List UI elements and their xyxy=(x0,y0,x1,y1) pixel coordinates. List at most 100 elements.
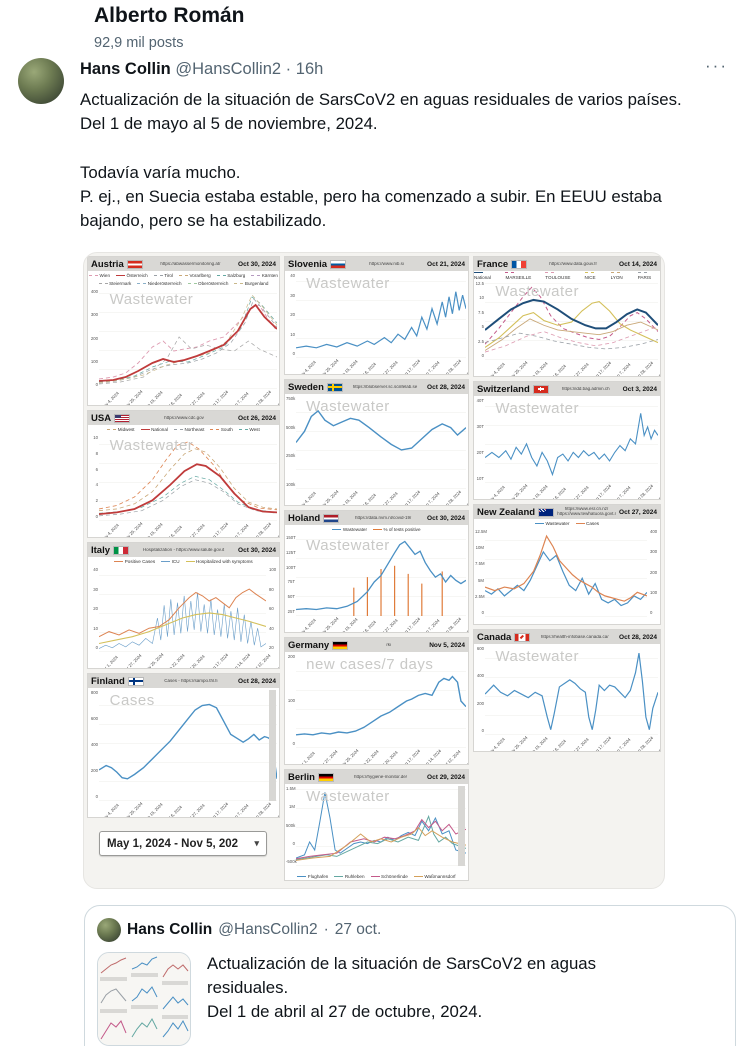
panel-country-label: Canada xyxy=(477,631,512,643)
tweet-image-chart-montage[interactable]: Austria https://abwassermonitoring.at/Oct… xyxy=(83,252,665,889)
image-col-3: France https://www.data.gouv.fr Oct 14, 20… xyxy=(473,256,661,885)
panel-header: Austria https://abwassermonitoring.at/Oct… xyxy=(88,257,279,271)
y-axis-labels: 600 400 200 0 xyxy=(476,646,484,733)
panel-legend: Positive Cases ICU Hospitalized with sympt… xyxy=(88,557,279,565)
watermark-label: Wastewater xyxy=(306,787,390,805)
author-name[interactable]: Hans Collin xyxy=(80,60,171,78)
quoted-tweet-thumbnail[interactable] xyxy=(97,952,191,1046)
quoted-tweet-date: 27 oct. xyxy=(334,921,382,938)
panel-date-label: Oct 30, 2024 xyxy=(238,260,276,268)
date-range-label: May 1, 2024 - Nov 5, 202 xyxy=(107,837,239,850)
panel-date-label: Oct 21, 2024 xyxy=(427,260,465,268)
watermark-label: Wastewater xyxy=(109,436,194,454)
watermark-label: Wastewater xyxy=(495,647,580,665)
panel-header: Switzerland https://idd.bag.admin.ch Oct 3… xyxy=(474,382,660,396)
chart-panel-austria: Austria https://abwassermonitoring.at/Oct… xyxy=(87,256,280,406)
chart-panel-new-zealand: New Zealand https://www.esr.cri.nz/https:… xyxy=(473,504,661,625)
y-axis-labels: 400 300 200 100 0 xyxy=(90,289,98,387)
chart-area: Cases xyxy=(99,690,277,801)
avatar[interactable] xyxy=(18,58,64,104)
chart-panel-italy: Italy Hospitalization - https://www.salut… xyxy=(87,542,280,669)
flag-sweden-icon xyxy=(326,382,343,392)
watermark-label: Wastewater xyxy=(306,536,390,554)
panel-source-url: https://idd.bag.admin.ch xyxy=(561,386,610,391)
panel-date-label: Oct 30, 2024 xyxy=(238,546,276,554)
panel-header: USA https://www.cdc.gov Oct 26, 2024 xyxy=(88,411,279,425)
tweet-header: Hans Collin @HansCollin2 · 16h xyxy=(80,60,323,79)
watermark-label: Wastewater xyxy=(306,397,390,415)
x-axis-labels: May 4, 2024 May 25, 2024 Jun 15, 2024 Jul 6… xyxy=(100,521,279,537)
panel-header: Finland Cases - https://sampo.thl.fi Oct 2… xyxy=(88,674,279,688)
panel-country-label: Berlin xyxy=(287,771,315,783)
quoted-avatar[interactable] xyxy=(97,918,121,942)
y-axis-labels: 10 8 6 4 2 0 xyxy=(93,435,98,519)
chart-area: Wastewater xyxy=(295,786,466,866)
panel-source-url: https://www.nib.si xyxy=(369,261,404,266)
x-axis-labels: May 4, 2024 May 25, 2024 Jun 15, 2024 Jul 6… xyxy=(296,616,468,632)
panel-date-label: Oct 28, 2024 xyxy=(619,633,657,641)
panel-country-label: Finland xyxy=(91,675,125,687)
chart-panel-switzerland: Switzerland https://idd.bag.admin.ch Oct 3… xyxy=(473,381,661,500)
chart-area: Wastewater xyxy=(99,435,277,521)
panel-country-label: France xyxy=(477,258,509,270)
panel-legend: Wastewater Cases xyxy=(474,519,660,527)
x-axis-labels: May 4, 2024 May 25, 2024 Jun 15, 2024 Jul 6… xyxy=(486,360,660,376)
flag-slovenia-icon xyxy=(330,259,347,269)
x-axis-labels: May 4, 2024 May 25, 2024 Jun 15, 2024 Jul 6… xyxy=(100,801,279,817)
y-axis-labels: 150T 125T 100T 75T 50T 25T xyxy=(285,535,296,614)
panel-country-label: Italy xyxy=(91,544,111,556)
quoted-tweet-header: Hans Collin @HansCollin2 · 27 oct. xyxy=(97,918,723,942)
chart-area: Wastewater xyxy=(99,289,277,389)
quoted-tweet[interactable]: Hans Collin @HansCollin2 · 27 oct. xyxy=(84,905,736,1046)
y-axis-labels: 12.5M 10M 7.5M 5M 2.5M 0 xyxy=(475,529,487,615)
panel-header: Holand https://data.rivm.nl/covid-19/Oct … xyxy=(284,511,468,525)
chart-panel-canada: Canada https://health-infobase.canada.ca/… xyxy=(473,629,661,752)
flag-usa-icon xyxy=(114,413,131,423)
y-axis-labels: 200 100 0 xyxy=(287,654,295,746)
panel-header: Berlin https://hygiene-monitor.de/Oct 29,… xyxy=(284,770,468,784)
panel-legend: Midwest National Northeast South West xyxy=(88,425,279,433)
x-axis-labels: Apr 1, 2024 Apr 27, 2024 May 25, 2024 Jun 2… xyxy=(296,748,468,764)
page-title: Alberto Román xyxy=(94,4,245,27)
panel-source-url: https://abwassermonitoring.at/ xyxy=(160,261,221,266)
panel-header: New Zealand https://www.esr.cri.nz/https:… xyxy=(474,505,660,519)
chart-panel-sweden: Sweden https://blobserver.sc.scilifelab.s… xyxy=(283,379,469,506)
x-axis-labels: May 4, 2024 May 25, 2024 Jun 15, 2024 Jul 6… xyxy=(100,389,279,405)
watermark-label: Wastewater xyxy=(306,274,390,292)
panel-country-label: Sweden xyxy=(287,381,324,393)
panel-date-label: Oct 14, 2024 xyxy=(619,260,657,268)
panel-legend: Wastewater% of tests positive xyxy=(285,525,468,533)
x-axis-labels: Apr 1, 2024 Apr 27, 2024 May 25, 2024 Jun 2… xyxy=(100,652,279,668)
chart-area: Wastewater xyxy=(485,646,658,735)
panel-date-label: Nov 5, 2024 xyxy=(429,641,465,649)
tweet-paragraph: Actualización de la situación de SarsCoV… xyxy=(80,90,682,133)
chart-panel-usa: USA https://www.cdc.gov Oct 26, 2024 Midwes… xyxy=(87,410,280,538)
panel-source-url: https://health-infobase.canada.ca/ xyxy=(540,634,609,639)
panel-country-label: Slovenia xyxy=(287,258,328,270)
tweet-paragraph: Todavía varía mucho. xyxy=(80,163,241,182)
flag-berlin-icon xyxy=(317,772,334,782)
panel-header: Italy Hospitalization - https://www.salut… xyxy=(88,543,279,557)
x-axis-labels: May 1May 27Jun 22Jul 18Aug 13Sep 8Oct 4O… xyxy=(285,866,468,873)
panel-source-url: rki xyxy=(386,642,392,647)
panel-country-label: Germany xyxy=(287,639,330,651)
more-options-icon[interactable]: ··· xyxy=(705,56,728,75)
panel-date-label: Oct 30, 2024 xyxy=(427,514,465,522)
panel-source-url: https://data.rivm.nl/covid-19/ xyxy=(354,515,412,520)
quoted-author-handle[interactable]: @HansCollin2 xyxy=(218,921,318,938)
quoted-author-name[interactable]: Hans Collin xyxy=(127,921,213,938)
chart-area xyxy=(99,567,266,652)
date-range-dropdown[interactable]: May 1, 2024 - Nov 5, 202 ▾ xyxy=(99,831,267,856)
panel-date-label: Oct 27, 2024 xyxy=(619,508,657,516)
author-handle[interactable]: @HansCollin2 xyxy=(175,60,282,78)
y-axis-labels-right: 100 80 60 40 20 xyxy=(268,567,277,650)
panel-header: France https://www.data.gouv.fr Oct 14, 20… xyxy=(474,257,660,271)
tweet-timestamp[interactable]: 16h xyxy=(295,60,324,78)
y-axis-labels: 40 30 20 10 0 xyxy=(290,273,295,356)
x-axis-labels: May 4, 2024 May 25, 2024 Jun 15, 2024 Jul 6… xyxy=(296,489,468,505)
flag-holand-icon xyxy=(323,513,340,523)
panel-header: Slovenia https://www.nib.si Oct 21, 2024 xyxy=(284,257,468,271)
panel-header: Canada https://health-infobase.canada.ca/… xyxy=(474,630,660,644)
y-axis-labels: 800 600 400 200 0 xyxy=(90,690,98,799)
